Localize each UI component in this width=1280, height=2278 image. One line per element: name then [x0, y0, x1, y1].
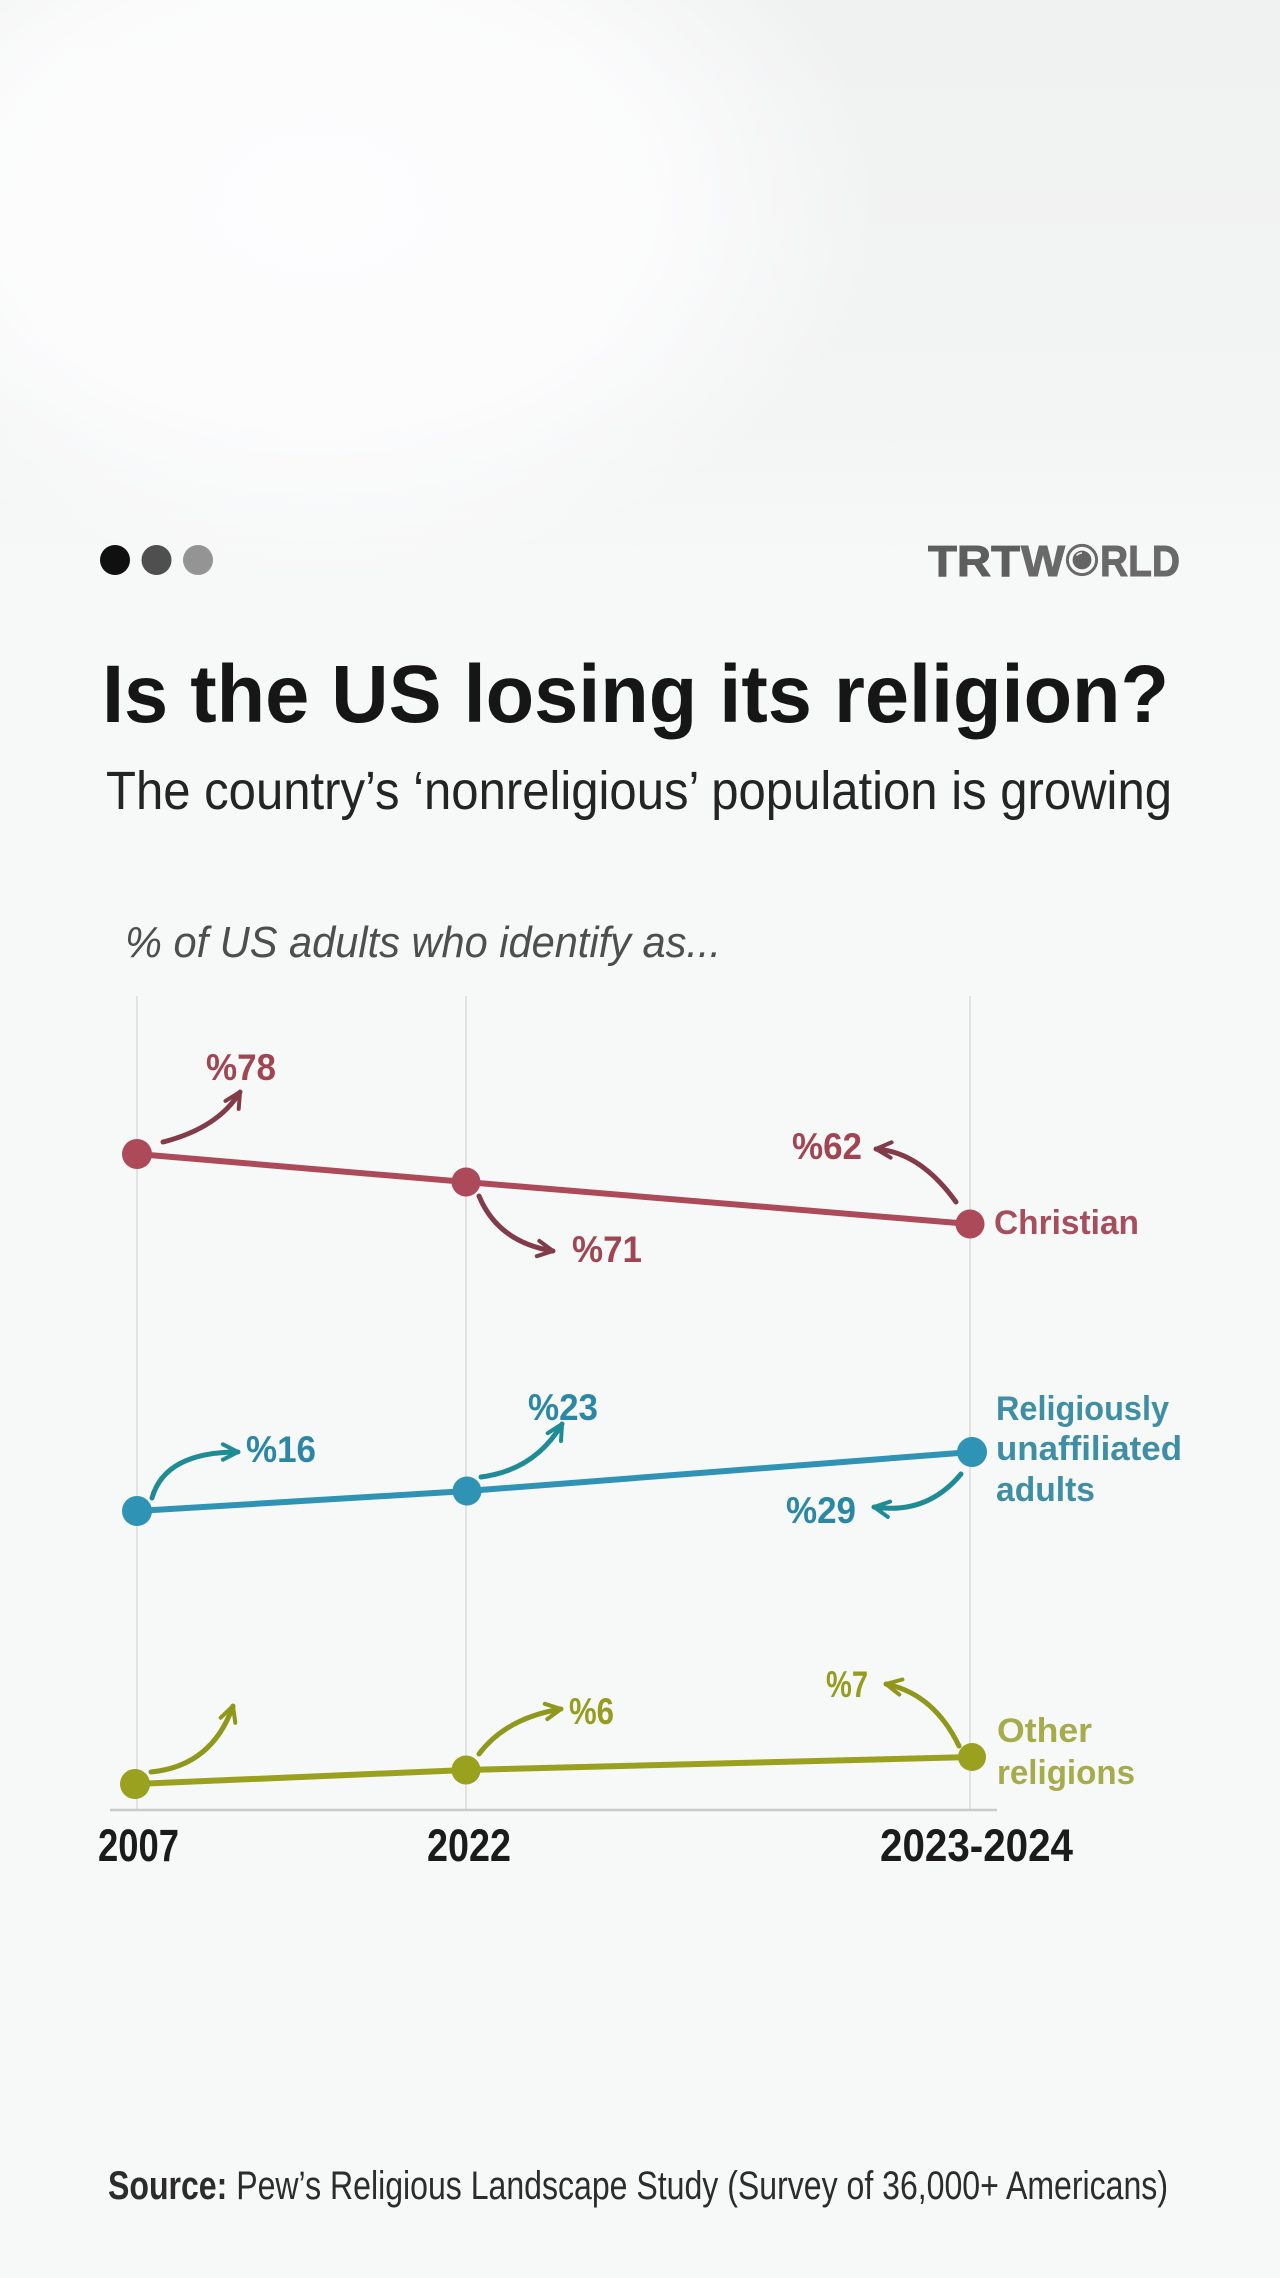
svg-text:%78: %78 [206, 1047, 276, 1088]
svg-text:unaffiliated: unaffiliated [996, 1430, 1182, 1468]
svg-text:Religiously: Religiously [996, 1390, 1169, 1428]
svg-text:%71: %71 [572, 1229, 642, 1270]
svg-text:TRT: TRT [928, 537, 1020, 586]
svg-text:%62: %62 [792, 1126, 862, 1167]
svg-text:W: W [1021, 537, 1065, 586]
svg-text:%16: %16 [246, 1429, 316, 1470]
svg-text:Source: Pew’s Religious Landsc: Source: Pew’s Religious Landscape Study … [108, 2164, 1168, 2208]
svg-text:adults: adults [996, 1471, 1095, 1509]
svg-text:Is the US losing its religion?: Is the US losing its religion? [102, 649, 1169, 740]
svg-text:2007: 2007 [98, 1820, 179, 1871]
svg-text:religions: religions [997, 1754, 1135, 1792]
svg-text:Christian: Christian [994, 1204, 1139, 1242]
svg-text:%6: %6 [569, 1691, 614, 1732]
svg-text:%23: %23 [528, 1387, 598, 1428]
svg-text:%7: %7 [826, 1664, 868, 1705]
svg-text:The country’s ‘nonreligious’ p: The country’s ‘nonreligious’ population … [106, 761, 1172, 821]
svg-text:2023-2024: 2023-2024 [880, 1820, 1073, 1871]
svg-text:%29: %29 [786, 1490, 856, 1531]
svg-text:Other: Other [997, 1712, 1092, 1750]
svg-text:RLD: RLD [1100, 537, 1180, 586]
svg-text:2022: 2022 [427, 1820, 511, 1871]
svg-text:% of US adults who identify as: % of US adults who identify as... [125, 918, 721, 967]
